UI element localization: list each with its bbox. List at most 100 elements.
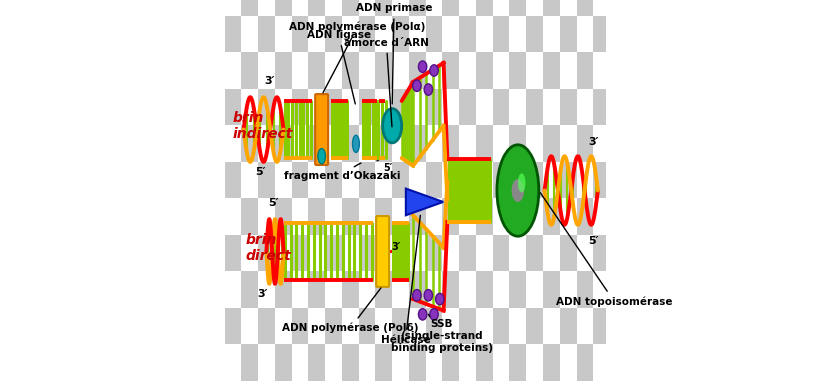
Bar [476,162,493,199]
Text: ADN topoisomérase: ADN topoisomérase [540,193,672,307]
Bar [476,89,493,125]
Text: 3′: 3′ [265,76,275,86]
Bar [392,344,409,381]
Bar [442,0,459,16]
Bar [459,89,476,125]
Bar [476,16,493,52]
Bar [342,89,359,125]
Bar [392,0,409,16]
Bar [559,125,577,162]
Bar [325,308,342,344]
Text: SSB
(single-strand
binding proteins): SSB (single-strand binding proteins) [391,314,493,352]
Bar [442,52,459,89]
Text: fragment d’Okazaki: fragment d’Okazaki [285,163,401,181]
Ellipse shape [383,109,402,143]
Bar [275,271,291,308]
Bar [392,308,409,344]
Bar [426,271,442,308]
Bar [258,235,275,271]
Ellipse shape [497,145,539,236]
Bar [543,16,559,52]
Bar [308,199,325,235]
Text: 5′: 5′ [268,198,279,208]
Bar [392,199,409,235]
Bar [308,235,325,271]
Ellipse shape [430,65,438,76]
Bar [325,271,342,308]
Bar [308,52,325,89]
Bar [375,89,392,125]
Bar [325,89,342,125]
Ellipse shape [518,173,525,192]
Bar [442,199,459,235]
Bar [392,271,409,308]
FancyBboxPatch shape [376,216,389,287]
Ellipse shape [436,293,444,305]
Bar [291,235,308,271]
Bar [510,162,526,199]
Bar [426,199,442,235]
Ellipse shape [424,84,432,95]
Bar [325,16,342,52]
Bar [409,271,426,308]
Bar [359,16,375,52]
Bar [593,125,610,162]
Bar [392,125,409,162]
Text: 3′: 3′ [588,137,599,147]
Bar [342,162,359,199]
Bar [610,271,627,308]
Bar [409,308,426,344]
Bar [275,162,291,199]
Text: ADN primase: ADN primase [356,3,432,104]
Bar [275,125,291,162]
Bar [258,162,275,199]
Bar [526,52,543,89]
Bar [242,235,258,271]
Bar [493,162,510,199]
Bar [610,52,627,89]
Bar [459,16,476,52]
Text: brin
direct: brin direct [246,232,291,263]
Bar [442,162,459,199]
Bar [493,199,510,235]
Bar [308,308,325,344]
Bar [577,0,593,16]
Bar [224,162,242,199]
Bar [325,125,342,162]
Bar [392,89,409,125]
Bar [559,89,577,125]
Bar [476,308,493,344]
Bar [325,0,342,16]
Bar [375,0,392,16]
Bar [224,199,242,235]
Bar [526,308,543,344]
Bar [242,16,258,52]
Bar [291,89,308,125]
Text: ADN polymérase (Polδ): ADN polymérase (Polδ) [282,288,418,333]
Bar [493,308,510,344]
Bar [291,162,308,199]
Bar [342,52,359,89]
Bar [559,16,577,52]
Bar [224,308,242,344]
Bar [610,344,627,381]
Bar [359,162,375,199]
Bar [342,125,359,162]
Bar [359,89,375,125]
Bar [359,235,375,271]
Bar [275,199,291,235]
Bar [275,89,291,125]
FancyBboxPatch shape [315,94,328,165]
Bar [577,52,593,89]
Bar [510,199,526,235]
Bar [493,125,510,162]
Text: amorce d´ARN: amorce d´ARN [344,38,429,127]
Bar [224,125,242,162]
Bar [258,0,275,16]
Text: 3′: 3′ [257,289,267,299]
Bar [543,0,559,16]
Bar [291,344,308,381]
Bar [409,16,426,52]
Bar [242,89,258,125]
Bar [342,308,359,344]
